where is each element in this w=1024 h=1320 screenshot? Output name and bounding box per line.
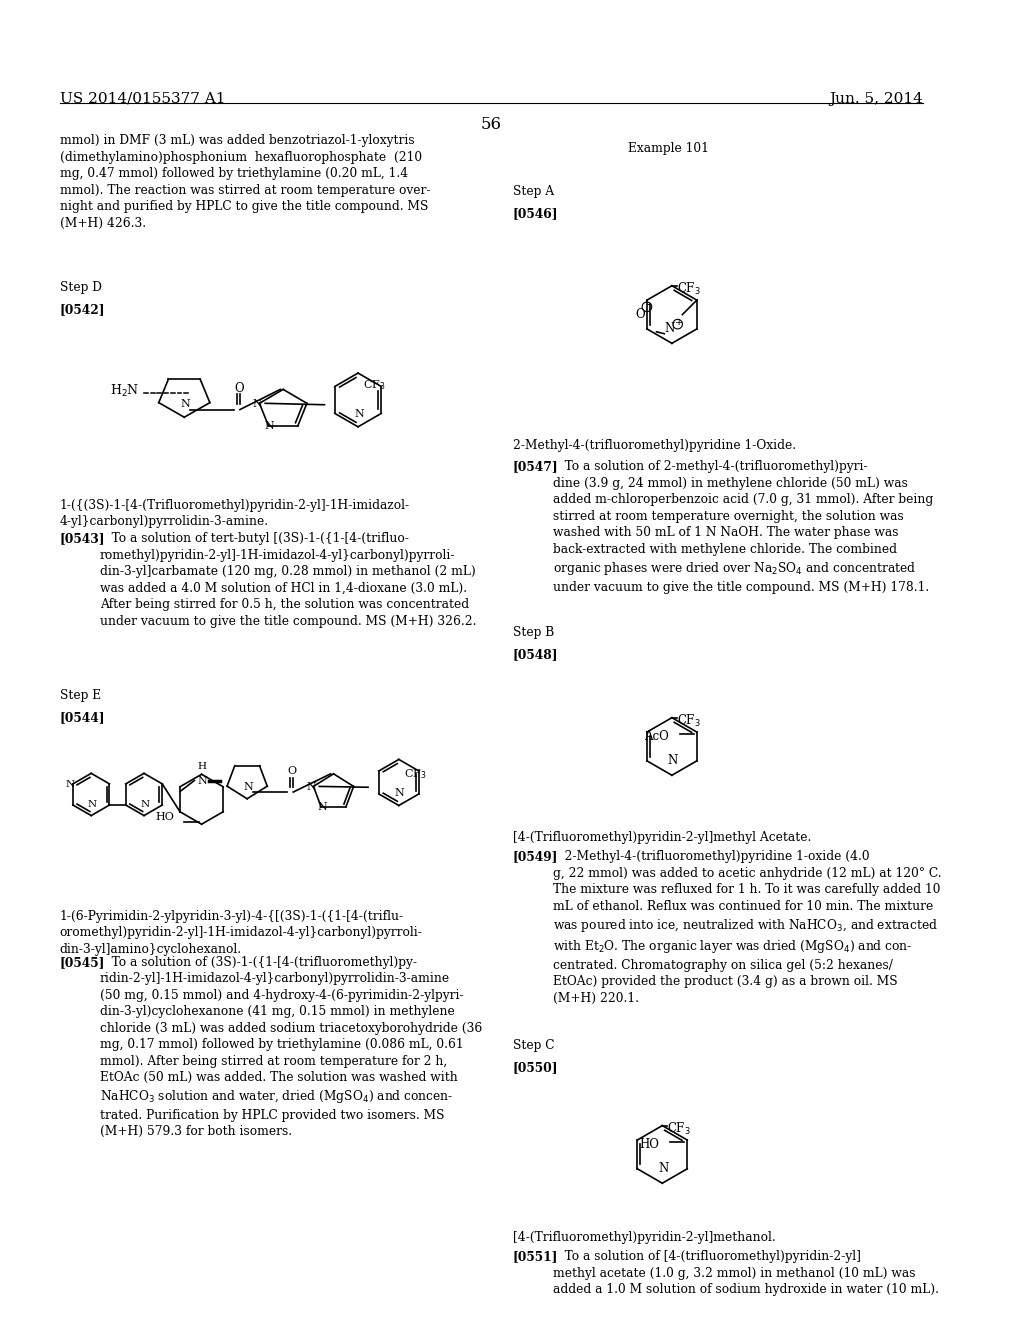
Text: N: N [668, 754, 678, 767]
Text: N: N [354, 409, 364, 420]
Text: To a solution of tert-butyl [(3S)-1-({1-[4-(trifluo-
romethyl)pyridin-2-yl]-1H-i: To a solution of tert-butyl [(3S)-1-({1-… [99, 532, 476, 628]
Text: N: N [253, 399, 262, 409]
Text: N: N [306, 783, 316, 792]
Text: -: - [646, 300, 650, 310]
Text: Step E: Step E [59, 689, 100, 702]
Text: mmol) in DMF (3 mL) was added benzotriazol-1-yloxytris
(dimethylamino)phosphoniu: mmol) in DMF (3 mL) was added benzotriaz… [59, 135, 430, 230]
Text: Step D: Step D [59, 281, 101, 294]
Text: Step C: Step C [513, 1039, 554, 1052]
Text: [4-(Trifluoromethyl)pyridin-2-yl]methanol.: [4-(Trifluoromethyl)pyridin-2-yl]methano… [513, 1232, 775, 1245]
Text: N: N [66, 780, 75, 789]
Text: 1-({(3S)-1-[4-(Trifluoromethyl)pyridin-2-yl]-1H-imidazol-
4-yl}carbonyl)pyrrolid: 1-({(3S)-1-[4-(Trifluoromethyl)pyridin-2… [59, 499, 410, 528]
Text: N: N [88, 800, 96, 809]
Text: N: N [665, 322, 675, 335]
Text: [0551]: [0551] [513, 1250, 558, 1263]
Text: CF$_3$: CF$_3$ [403, 767, 426, 781]
Text: [0550]: [0550] [513, 1061, 558, 1074]
Text: [0547]: [0547] [513, 461, 558, 474]
Text: [0549]: [0549] [513, 850, 558, 863]
Text: To a solution of (3S)-1-({1-[4-(trifluoromethyl)py-
ridin-2-yl]-1H-imidazol-4-yl: To a solution of (3S)-1-({1-[4-(trifluor… [99, 956, 482, 1138]
Text: O: O [288, 766, 297, 776]
Text: 1-(6-Pyrimidin-2-ylpyridin-3-yl)-4-{[(3S)-1-({1-[4-(triflu-
oromethyl)pyridin-2-: 1-(6-Pyrimidin-2-ylpyridin-3-yl)-4-{[(3S… [59, 909, 422, 956]
Text: CF$_3$: CF$_3$ [362, 378, 385, 392]
Text: N: N [317, 801, 327, 812]
Text: HO: HO [639, 1138, 659, 1151]
Text: [0545]: [0545] [59, 956, 104, 969]
Text: CF$_3$: CF$_3$ [667, 1121, 691, 1137]
Text: Step B: Step B [513, 627, 554, 639]
Text: +: + [675, 318, 683, 327]
Text: N: N [140, 800, 150, 809]
Text: H: H [198, 762, 207, 771]
Text: 2-Methyl-4-(trifluoromethyl)pyridine 1-Oxide.: 2-Methyl-4-(trifluoromethyl)pyridine 1-O… [513, 440, 796, 453]
Text: O: O [636, 308, 645, 321]
Text: Jun. 5, 2014: Jun. 5, 2014 [829, 92, 924, 106]
Text: N: N [658, 1163, 669, 1175]
Text: AcO: AcO [644, 730, 669, 743]
Text: 2-Methyl-4-(trifluoromethyl)pyridine 1-oxide (4.0
g, 22 mmol) was added to aceti: 2-Methyl-4-(trifluoromethyl)pyridine 1-o… [553, 850, 941, 1005]
Text: To a solution of 2-methyl-4-(trifluoromethyl)pyri-
dine (3.9 g, 24 mmol) in meth: To a solution of 2-methyl-4-(trifluorome… [553, 461, 933, 594]
Text: N: N [395, 788, 404, 799]
Text: N: N [264, 421, 274, 430]
Text: [0543]: [0543] [59, 532, 105, 545]
Text: To a solution of [4-(trifluoromethyl)pyridin-2-yl]
methyl acetate (1.0 g, 3.2 mm: To a solution of [4-(trifluoromethyl)pyr… [553, 1250, 939, 1296]
Text: Example 101: Example 101 [628, 141, 709, 154]
Text: CF$_3$: CF$_3$ [677, 713, 700, 729]
Text: CF$_3$: CF$_3$ [677, 281, 700, 297]
Text: N: N [198, 776, 207, 785]
Text: 56: 56 [481, 116, 502, 133]
Text: [4-(Trifluoromethyl)pyridin-2-yl]methyl Acetate.: [4-(Trifluoromethyl)pyridin-2-yl]methyl … [513, 830, 811, 843]
Text: [0542]: [0542] [59, 304, 105, 315]
Text: N: N [244, 783, 253, 792]
Text: [0546]: [0546] [513, 207, 558, 220]
Text: H$_2$N: H$_2$N [111, 383, 140, 400]
Text: N: N [180, 399, 190, 409]
Text: [0544]: [0544] [59, 711, 105, 723]
Text: O: O [234, 381, 244, 395]
Text: Step A: Step A [513, 185, 554, 198]
Text: US 2014/0155377 A1: US 2014/0155377 A1 [59, 92, 225, 106]
Text: [0548]: [0548] [513, 648, 558, 661]
Text: HO: HO [156, 812, 175, 821]
